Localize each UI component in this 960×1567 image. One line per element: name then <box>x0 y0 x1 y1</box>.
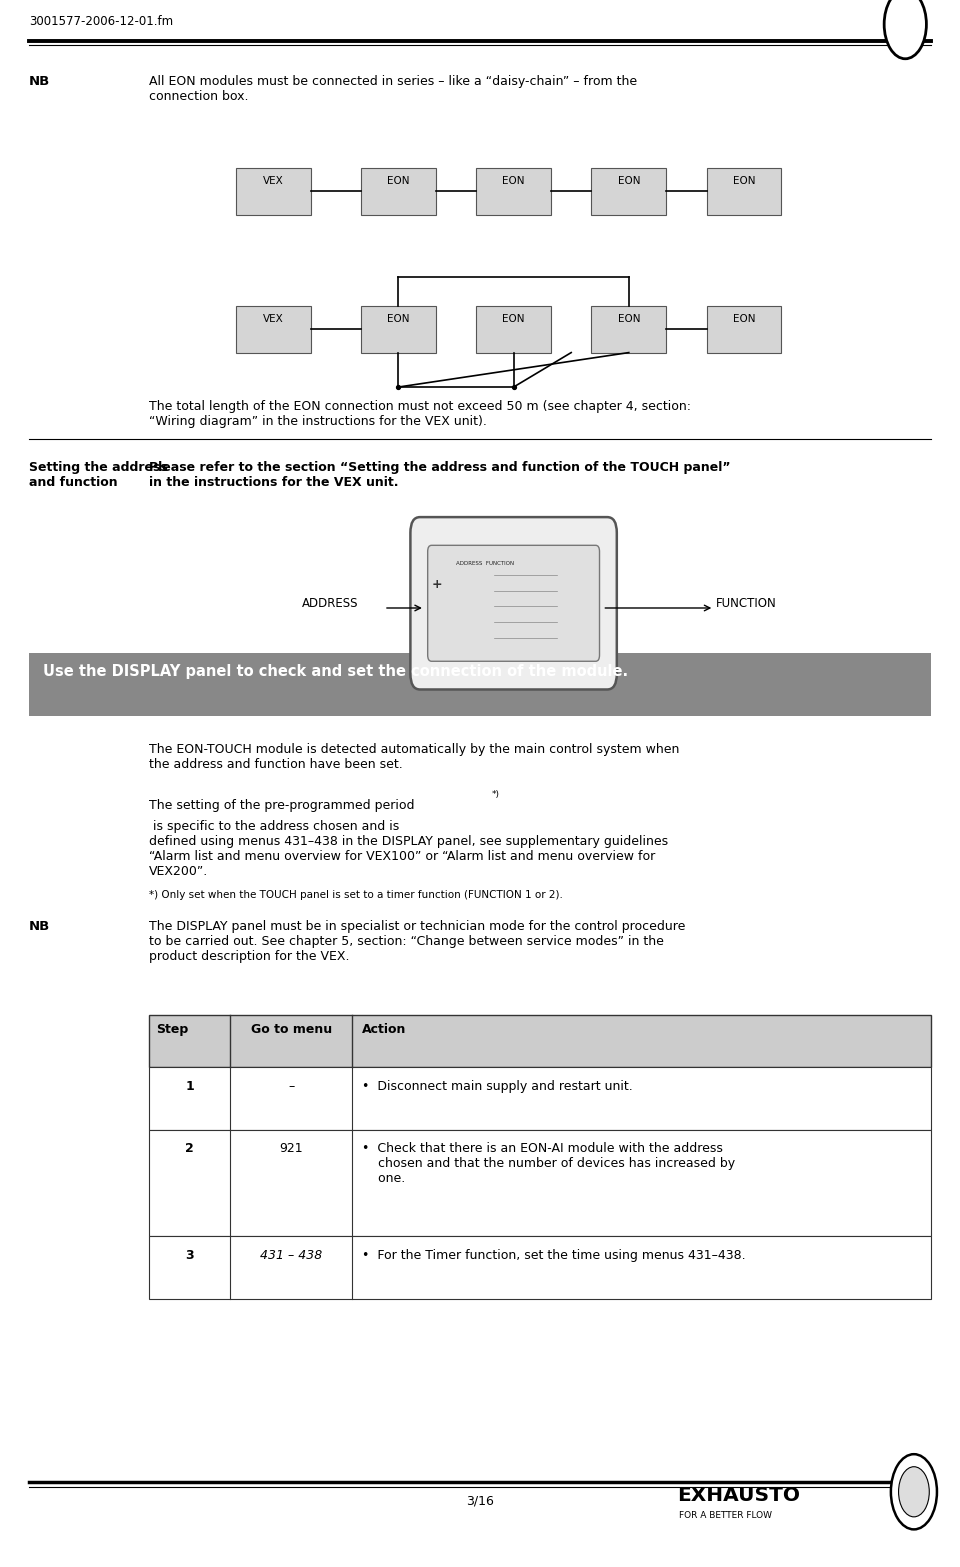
Text: ADDRESS  FUNCTION: ADDRESS FUNCTION <box>456 561 514 566</box>
Bar <box>149 1236 931 1299</box>
Bar <box>591 168 666 215</box>
Text: The total length of the EON connection must not exceed 50 m (see chapter 4, sect: The total length of the EON connection m… <box>149 400 691 428</box>
Text: •  For the Timer function, set the time using menus 431–438.: • For the Timer function, set the time u… <box>362 1249 746 1261</box>
Bar <box>149 1130 931 1236</box>
Text: *): *) <box>492 790 499 799</box>
Bar <box>707 168 781 215</box>
FancyBboxPatch shape <box>428 545 599 661</box>
Bar <box>591 306 666 353</box>
Text: 1: 1 <box>185 1080 194 1092</box>
Text: EON: EON <box>502 315 525 324</box>
Text: •  Check that there is an EON-AI module with the address
    chosen and that the: • Check that there is an EON-AI module w… <box>362 1142 735 1185</box>
Text: The DISPLAY panel must be in specialist or technician mode for the control proce: The DISPLAY panel must be in specialist … <box>149 920 685 962</box>
Text: +: + <box>432 578 443 591</box>
Text: GB: GB <box>894 9 917 24</box>
Text: 431 – 438: 431 – 438 <box>260 1249 323 1261</box>
Text: 3001577-2006-12-01.fm: 3001577-2006-12-01.fm <box>29 14 173 28</box>
Text: EON: EON <box>387 177 410 186</box>
Bar <box>476 306 551 353</box>
Bar <box>149 1015 931 1067</box>
Text: NB: NB <box>29 75 50 88</box>
Text: VEX: VEX <box>263 315 284 324</box>
Text: All EON modules must be connected in series – like a “daisy-chain” – from the
co: All EON modules must be connected in ser… <box>149 75 636 103</box>
Text: –: – <box>288 1080 295 1092</box>
Text: EXHAUSTO: EXHAUSTO <box>677 1486 800 1504</box>
Circle shape <box>884 0 926 58</box>
Bar <box>707 306 781 353</box>
Bar <box>476 168 551 215</box>
Text: EON: EON <box>502 177 525 186</box>
Text: is specific to the address chosen and is
defined using menus 431–438 in the DISP: is specific to the address chosen and is… <box>149 820 668 878</box>
Text: 2: 2 <box>185 1142 194 1155</box>
Circle shape <box>899 1467 929 1517</box>
Bar <box>29 653 931 716</box>
Circle shape <box>891 1454 937 1529</box>
Text: EON: EON <box>617 315 640 324</box>
Text: EON: EON <box>732 177 756 186</box>
Text: Please refer to the section “Setting the address and function of the TOUCH panel: Please refer to the section “Setting the… <box>149 461 731 489</box>
Text: The setting of the pre-programmed period: The setting of the pre-programmed period <box>149 799 415 812</box>
Text: *) Only set when the TOUCH panel is set to a timer function (FUNCTION 1 or 2).: *) Only set when the TOUCH panel is set … <box>149 890 563 899</box>
Text: FOR A BETTER FLOW: FOR A BETTER FLOW <box>679 1511 772 1520</box>
Text: ADDRESS: ADDRESS <box>302 597 359 610</box>
Bar <box>236 306 311 353</box>
Text: The EON-TOUCH module is detected automatically by the main control system when
t: The EON-TOUCH module is detected automat… <box>149 743 679 771</box>
Bar <box>361 306 436 353</box>
Bar <box>361 168 436 215</box>
Bar <box>149 1067 931 1130</box>
Text: Setting the address
and function: Setting the address and function <box>29 461 168 489</box>
Text: 3/16: 3/16 <box>466 1495 494 1507</box>
FancyBboxPatch shape <box>411 517 616 689</box>
Text: Action: Action <box>362 1023 406 1036</box>
Text: VEX: VEX <box>263 177 284 186</box>
Text: EON: EON <box>387 315 410 324</box>
Text: 3: 3 <box>185 1249 194 1261</box>
Text: •  Disconnect main supply and restart unit.: • Disconnect main supply and restart uni… <box>362 1080 633 1092</box>
Bar <box>236 168 311 215</box>
Text: NB: NB <box>29 920 50 932</box>
Text: Go to menu: Go to menu <box>251 1023 332 1036</box>
Text: Step: Step <box>156 1023 189 1036</box>
Text: EON: EON <box>617 177 640 186</box>
Text: 921: 921 <box>279 1142 303 1155</box>
Text: Use the DISPLAY panel to check and set the connection of the module.: Use the DISPLAY panel to check and set t… <box>43 664 629 680</box>
Text: FUNCTION: FUNCTION <box>716 597 777 610</box>
Text: EON: EON <box>732 315 756 324</box>
